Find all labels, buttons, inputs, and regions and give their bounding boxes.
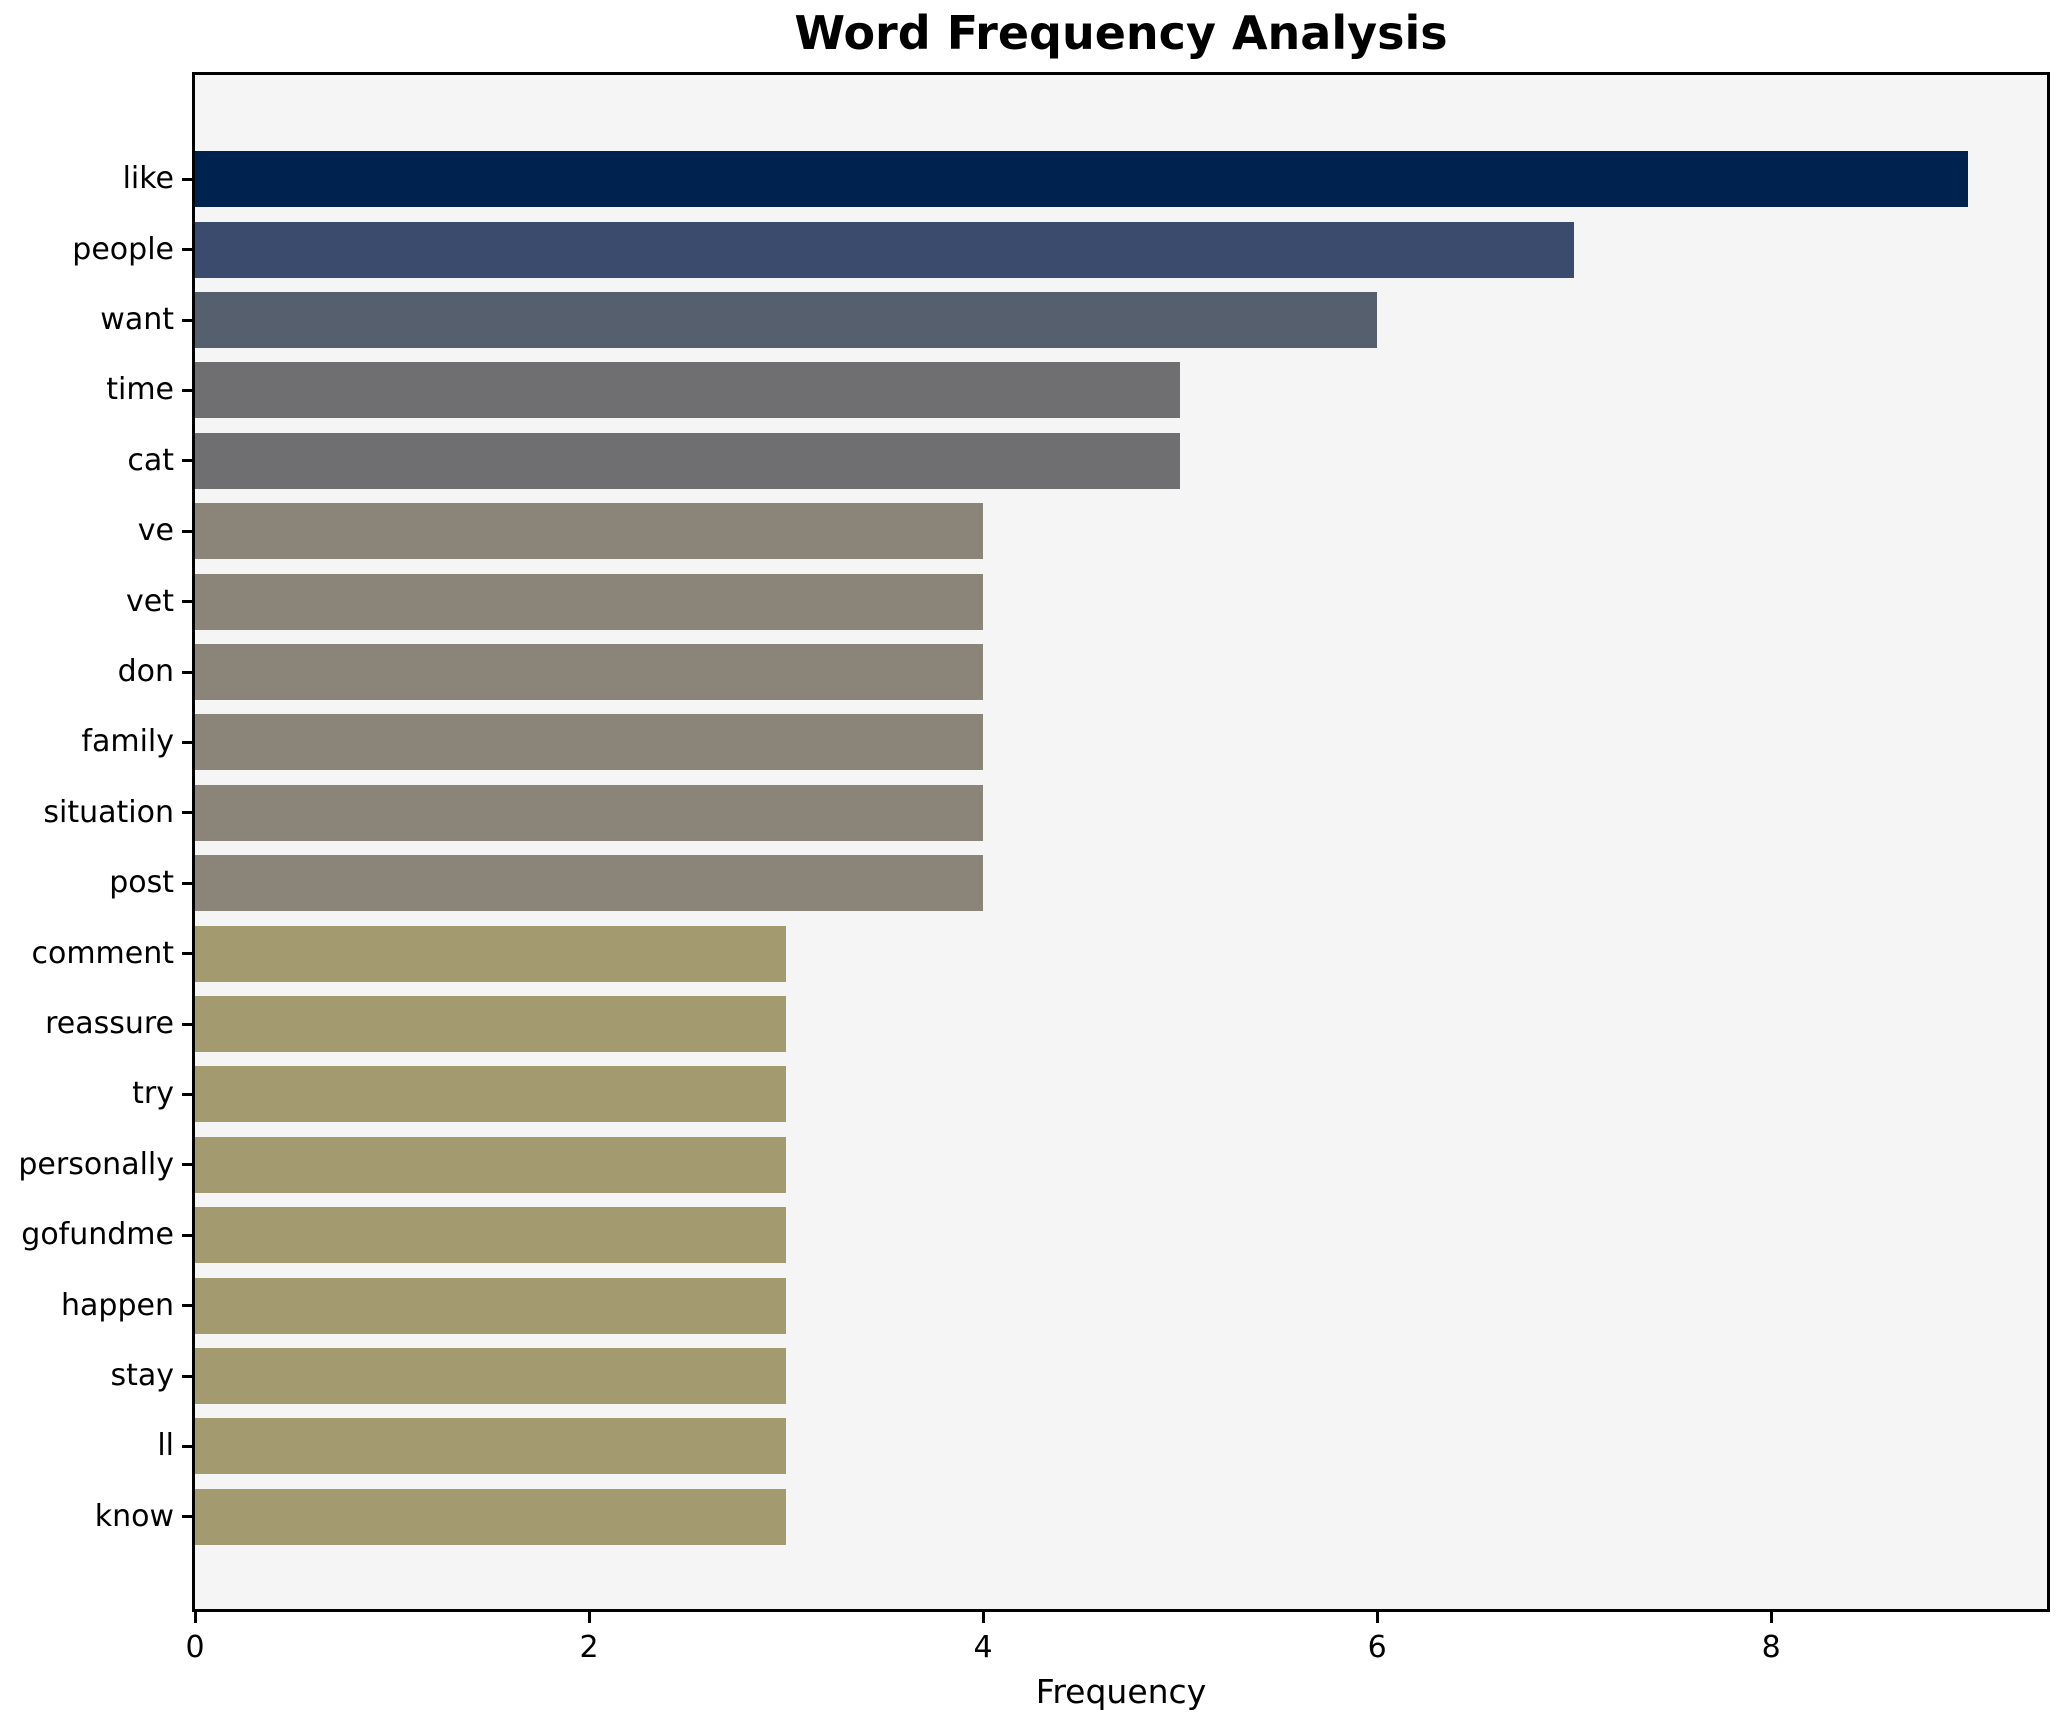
- x-tick-mark: [1375, 1612, 1379, 1623]
- x-tick-mark: [1769, 1612, 1773, 1623]
- y-tick-mark: [182, 670, 192, 674]
- bar-happen: [195, 1277, 787, 1334]
- bar-reassure: [195, 996, 787, 1052]
- bar-stay: [195, 1348, 787, 1404]
- bar-cat: [195, 432, 1181, 489]
- y-tick-label-know: know: [94, 1498, 174, 1534]
- y-tick-label-cat: cat: [127, 442, 174, 478]
- bar-family: [195, 714, 984, 771]
- y-tick-mark: [182, 811, 192, 815]
- bar-like: [195, 151, 1969, 208]
- y-tick-mark: [182, 1444, 192, 1448]
- bar-don: [195, 644, 984, 700]
- x-tick-label-6: 6: [1367, 1630, 1387, 1665]
- x-tick-mark: [981, 1612, 985, 1623]
- y-tick-mark: [182, 1374, 192, 1378]
- y-tick-label-ve: ve: [137, 513, 174, 549]
- y-tick-label-reassure: reassure: [45, 1006, 174, 1041]
- y-tick-mark: [182, 881, 192, 885]
- y-tick-mark: [182, 600, 192, 604]
- x-axis-title: Frequency: [1035, 1672, 1207, 1711]
- bar-ve: [195, 503, 984, 560]
- y-tick-mark: [182, 177, 192, 181]
- bar-comment: [195, 925, 787, 982]
- x-tick-label-0: 0: [185, 1630, 205, 1665]
- y-tick-mark: [182, 318, 192, 322]
- y-tick-mark: [182, 529, 192, 533]
- x-tick-label-8: 8: [1761, 1630, 1781, 1665]
- y-tick-label-vet: vet: [126, 583, 174, 619]
- y-tick-mark: [182, 1092, 192, 1096]
- y-tick-label-stay: stay: [110, 1358, 174, 1393]
- bar-know: [195, 1488, 787, 1545]
- bar-want: [195, 292, 1378, 348]
- bar-personally: [195, 1136, 787, 1193]
- y-tick-mark: [182, 459, 192, 463]
- y-tick-label-happen: happen: [61, 1287, 174, 1323]
- bar-time: [195, 362, 1181, 419]
- y-tick-mark: [182, 1304, 192, 1308]
- y-tick-label-situation: situation: [43, 794, 174, 830]
- y-tick-label-personally: personally: [18, 1146, 174, 1182]
- y-tick-label-like: like: [122, 161, 174, 197]
- y-tick-mark: [182, 248, 192, 252]
- bar-vet: [195, 573, 984, 630]
- bar-ll: [195, 1418, 787, 1475]
- y-tick-label-ll: ll: [157, 1428, 174, 1464]
- y-tick-label-try: try: [132, 1076, 174, 1112]
- y-tick-mark: [182, 952, 192, 956]
- bar-gofundme: [195, 1207, 787, 1264]
- bar-try: [195, 1066, 787, 1123]
- x-tick-mark: [587, 1612, 591, 1623]
- y-tick-label-family: family: [81, 724, 174, 760]
- chart-title: Word Frequency Analysis: [794, 6, 1448, 60]
- y-tick-mark: [182, 1022, 192, 1026]
- y-tick-label-don: don: [117, 654, 174, 689]
- y-tick-label-want: want: [100, 302, 174, 337]
- y-tick-label-gofundme: gofundme: [21, 1217, 174, 1253]
- x-tick-mark: [193, 1612, 197, 1623]
- y-tick-label-comment: comment: [31, 935, 174, 971]
- y-tick-label-people: people: [72, 231, 174, 267]
- x-tick-label-4: 4: [973, 1630, 993, 1665]
- y-tick-label-post: post: [109, 865, 174, 901]
- y-tick-mark: [182, 388, 192, 392]
- y-tick-mark: [182, 1163, 192, 1167]
- y-tick-label-time: time: [106, 372, 174, 408]
- x-tick-label-2: 2: [579, 1630, 599, 1665]
- y-tick-mark: [182, 1515, 192, 1519]
- y-tick-mark: [182, 1233, 192, 1237]
- bar-people: [195, 221, 1575, 278]
- bar-post: [195, 855, 984, 912]
- bar-situation: [195, 784, 984, 841]
- plot-area: [192, 72, 2050, 1612]
- y-tick-mark: [182, 740, 192, 744]
